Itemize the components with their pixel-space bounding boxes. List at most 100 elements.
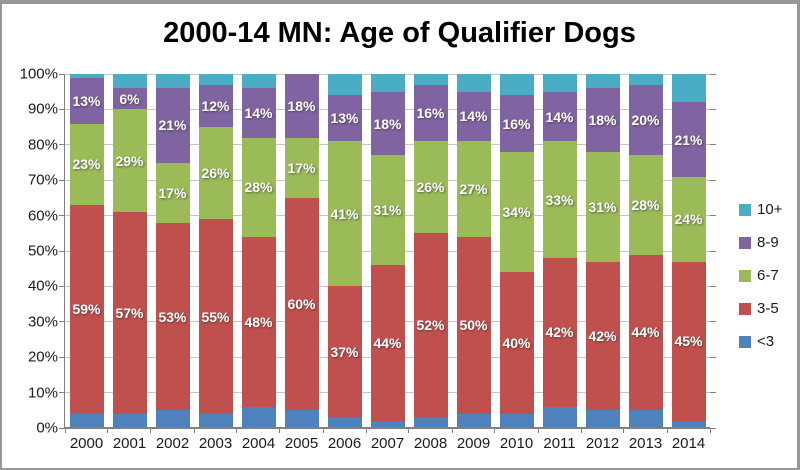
- segment-label: 42%: [588, 327, 617, 344]
- bar-slot-2006: 37% 41% 13%: [323, 74, 366, 428]
- y-tick-label: 30%: [27, 313, 58, 331]
- segment-10+: [499, 74, 534, 96]
- x-tick-label: 2006: [327, 435, 362, 452]
- legend-label: <3: [757, 333, 775, 350]
- segment-10+: [155, 74, 190, 89]
- segment-label: 52%: [416, 317, 445, 334]
- x-tick-mark: [193, 428, 195, 433]
- segment-label: 50%: [459, 317, 488, 334]
- segment-label: 13%: [330, 110, 359, 127]
- bar-slot-2008: 52% 26% 16%: [409, 74, 452, 428]
- segment-3-5: 59%: [69, 204, 104, 414]
- segment-8-9: 14%: [456, 91, 491, 142]
- legend-item-6-7: 6-7: [739, 259, 782, 292]
- segment-6-7: 28%: [628, 155, 663, 255]
- segment-<3: [456, 413, 491, 428]
- y-tick-label: 90%: [27, 100, 58, 118]
- segment-<3: [241, 406, 276, 428]
- segment-6-7: 27%: [456, 141, 491, 237]
- segment-label: 48%: [244, 313, 273, 330]
- segment-label: 57%: [115, 304, 144, 321]
- chart-title: 2000-14 MN: Age of Qualifier Dogs: [163, 17, 636, 49]
- segment-label: 26%: [201, 165, 230, 182]
- segment-8-9: 6%: [112, 88, 147, 110]
- segment-label: 16%: [502, 115, 531, 132]
- y-tick-mark-left: [59, 356, 65, 358]
- x-tick-mark: [623, 428, 625, 433]
- bar-2005: 60% 17% 18%: [284, 74, 319, 428]
- x-tick-mark: [537, 428, 539, 433]
- bar-2007: 44% 31% 18%: [370, 74, 405, 428]
- segment-10+: [370, 74, 405, 92]
- segment-label: 21%: [158, 117, 187, 134]
- segment-label: 37%: [330, 343, 359, 360]
- segment-<3: [628, 410, 663, 428]
- segment-10+: [628, 74, 663, 85]
- bar-slot-2007: 44% 31% 18%: [366, 74, 409, 428]
- segment-label: 31%: [588, 198, 617, 215]
- segment-label: 12%: [201, 97, 230, 114]
- y-tick-mark-left: [59, 73, 65, 75]
- x-tick-mark: [451, 428, 453, 433]
- segment-10+: [413, 74, 448, 85]
- segment-label: 24%: [674, 211, 703, 228]
- x-axis-line: [64, 427, 710, 429]
- bar-slot-2005: 60% 17% 18%: [280, 74, 323, 428]
- x-tick-mark: [408, 428, 410, 433]
- bar-slots: 59% 23% 13% 57% 29% 6% 53% 17% 21% 55% 26% 12% 48% 28…: [65, 74, 710, 428]
- segment-8-9: 18%: [370, 91, 405, 156]
- bar-2011: 42% 33% 14%: [542, 74, 577, 428]
- legend-label: 8-9: [757, 234, 779, 251]
- segment-10+: [671, 74, 706, 103]
- legend-label: 3-5: [757, 300, 779, 317]
- segment-label: 29%: [115, 152, 144, 169]
- segment-6-7: 17%: [155, 162, 190, 223]
- x-tick-label: 2007: [370, 435, 405, 452]
- segment-8-9: 12%: [198, 84, 233, 128]
- y-tick-label: 60%: [27, 207, 58, 225]
- segment-label: 33%: [545, 191, 574, 208]
- bar-slot-2013: 44% 28% 20%: [624, 74, 667, 428]
- bar-2009: 50% 27% 14%: [456, 74, 491, 428]
- y-axis-line: [64, 74, 65, 428]
- bar-2008: 52% 26% 16%: [413, 74, 448, 428]
- segment-6-7: 33%: [542, 141, 577, 259]
- legend-swatch: [739, 302, 751, 315]
- y-tick-mark-right: [710, 73, 716, 75]
- x-axis-labels: 2000 2001 2002 2003 2004 2005 2006 2007 2008 2009…: [65, 435, 710, 452]
- y-tick-mark-left: [59, 144, 65, 146]
- gridline: [65, 73, 710, 75]
- segment-8-9: 16%: [499, 95, 534, 152]
- segment-6-7: 28%: [241, 137, 276, 237]
- y-tick-mark-left: [59, 108, 65, 110]
- segment-10+: [456, 74, 491, 92]
- legend-item-10+: 10+: [739, 193, 782, 226]
- segment-8-9: 18%: [585, 88, 620, 152]
- segment-label: 18%: [287, 97, 316, 114]
- y-tick-mark-left: [59, 392, 65, 394]
- y-tick-mark-right: [710, 356, 716, 358]
- y-tick-mark-left: [59, 321, 65, 323]
- segment-8-9: 20%: [628, 84, 663, 156]
- segment-label: 13%: [72, 92, 101, 109]
- segment-label: 55%: [201, 308, 230, 325]
- segment-8-9: 14%: [241, 88, 276, 138]
- y-tick-mark-right: [710, 285, 716, 287]
- legend: 10+ 8-9 6-7 3-5 <3: [739, 193, 782, 358]
- segment-10+: [327, 74, 362, 96]
- segment-label: 14%: [244, 104, 273, 121]
- bar-2006: 37% 41% 13%: [327, 74, 362, 428]
- bar-2004: 48% 28% 14%: [241, 74, 276, 428]
- segment-<3: [198, 413, 233, 428]
- bar-slot-2004: 48% 28% 14%: [237, 74, 280, 428]
- segment-label: 17%: [287, 159, 316, 176]
- segment-3-5: 42%: [585, 261, 620, 411]
- segment-label: 59%: [72, 301, 101, 318]
- y-tick-mark-right: [710, 392, 716, 394]
- segment-label: 42%: [545, 324, 574, 341]
- legend-swatch: [739, 236, 751, 249]
- segment-3-5: 48%: [241, 236, 276, 407]
- x-tick-label: 2011: [543, 435, 576, 452]
- segment-8-9: 18%: [284, 74, 319, 138]
- segment-<3: [671, 420, 706, 428]
